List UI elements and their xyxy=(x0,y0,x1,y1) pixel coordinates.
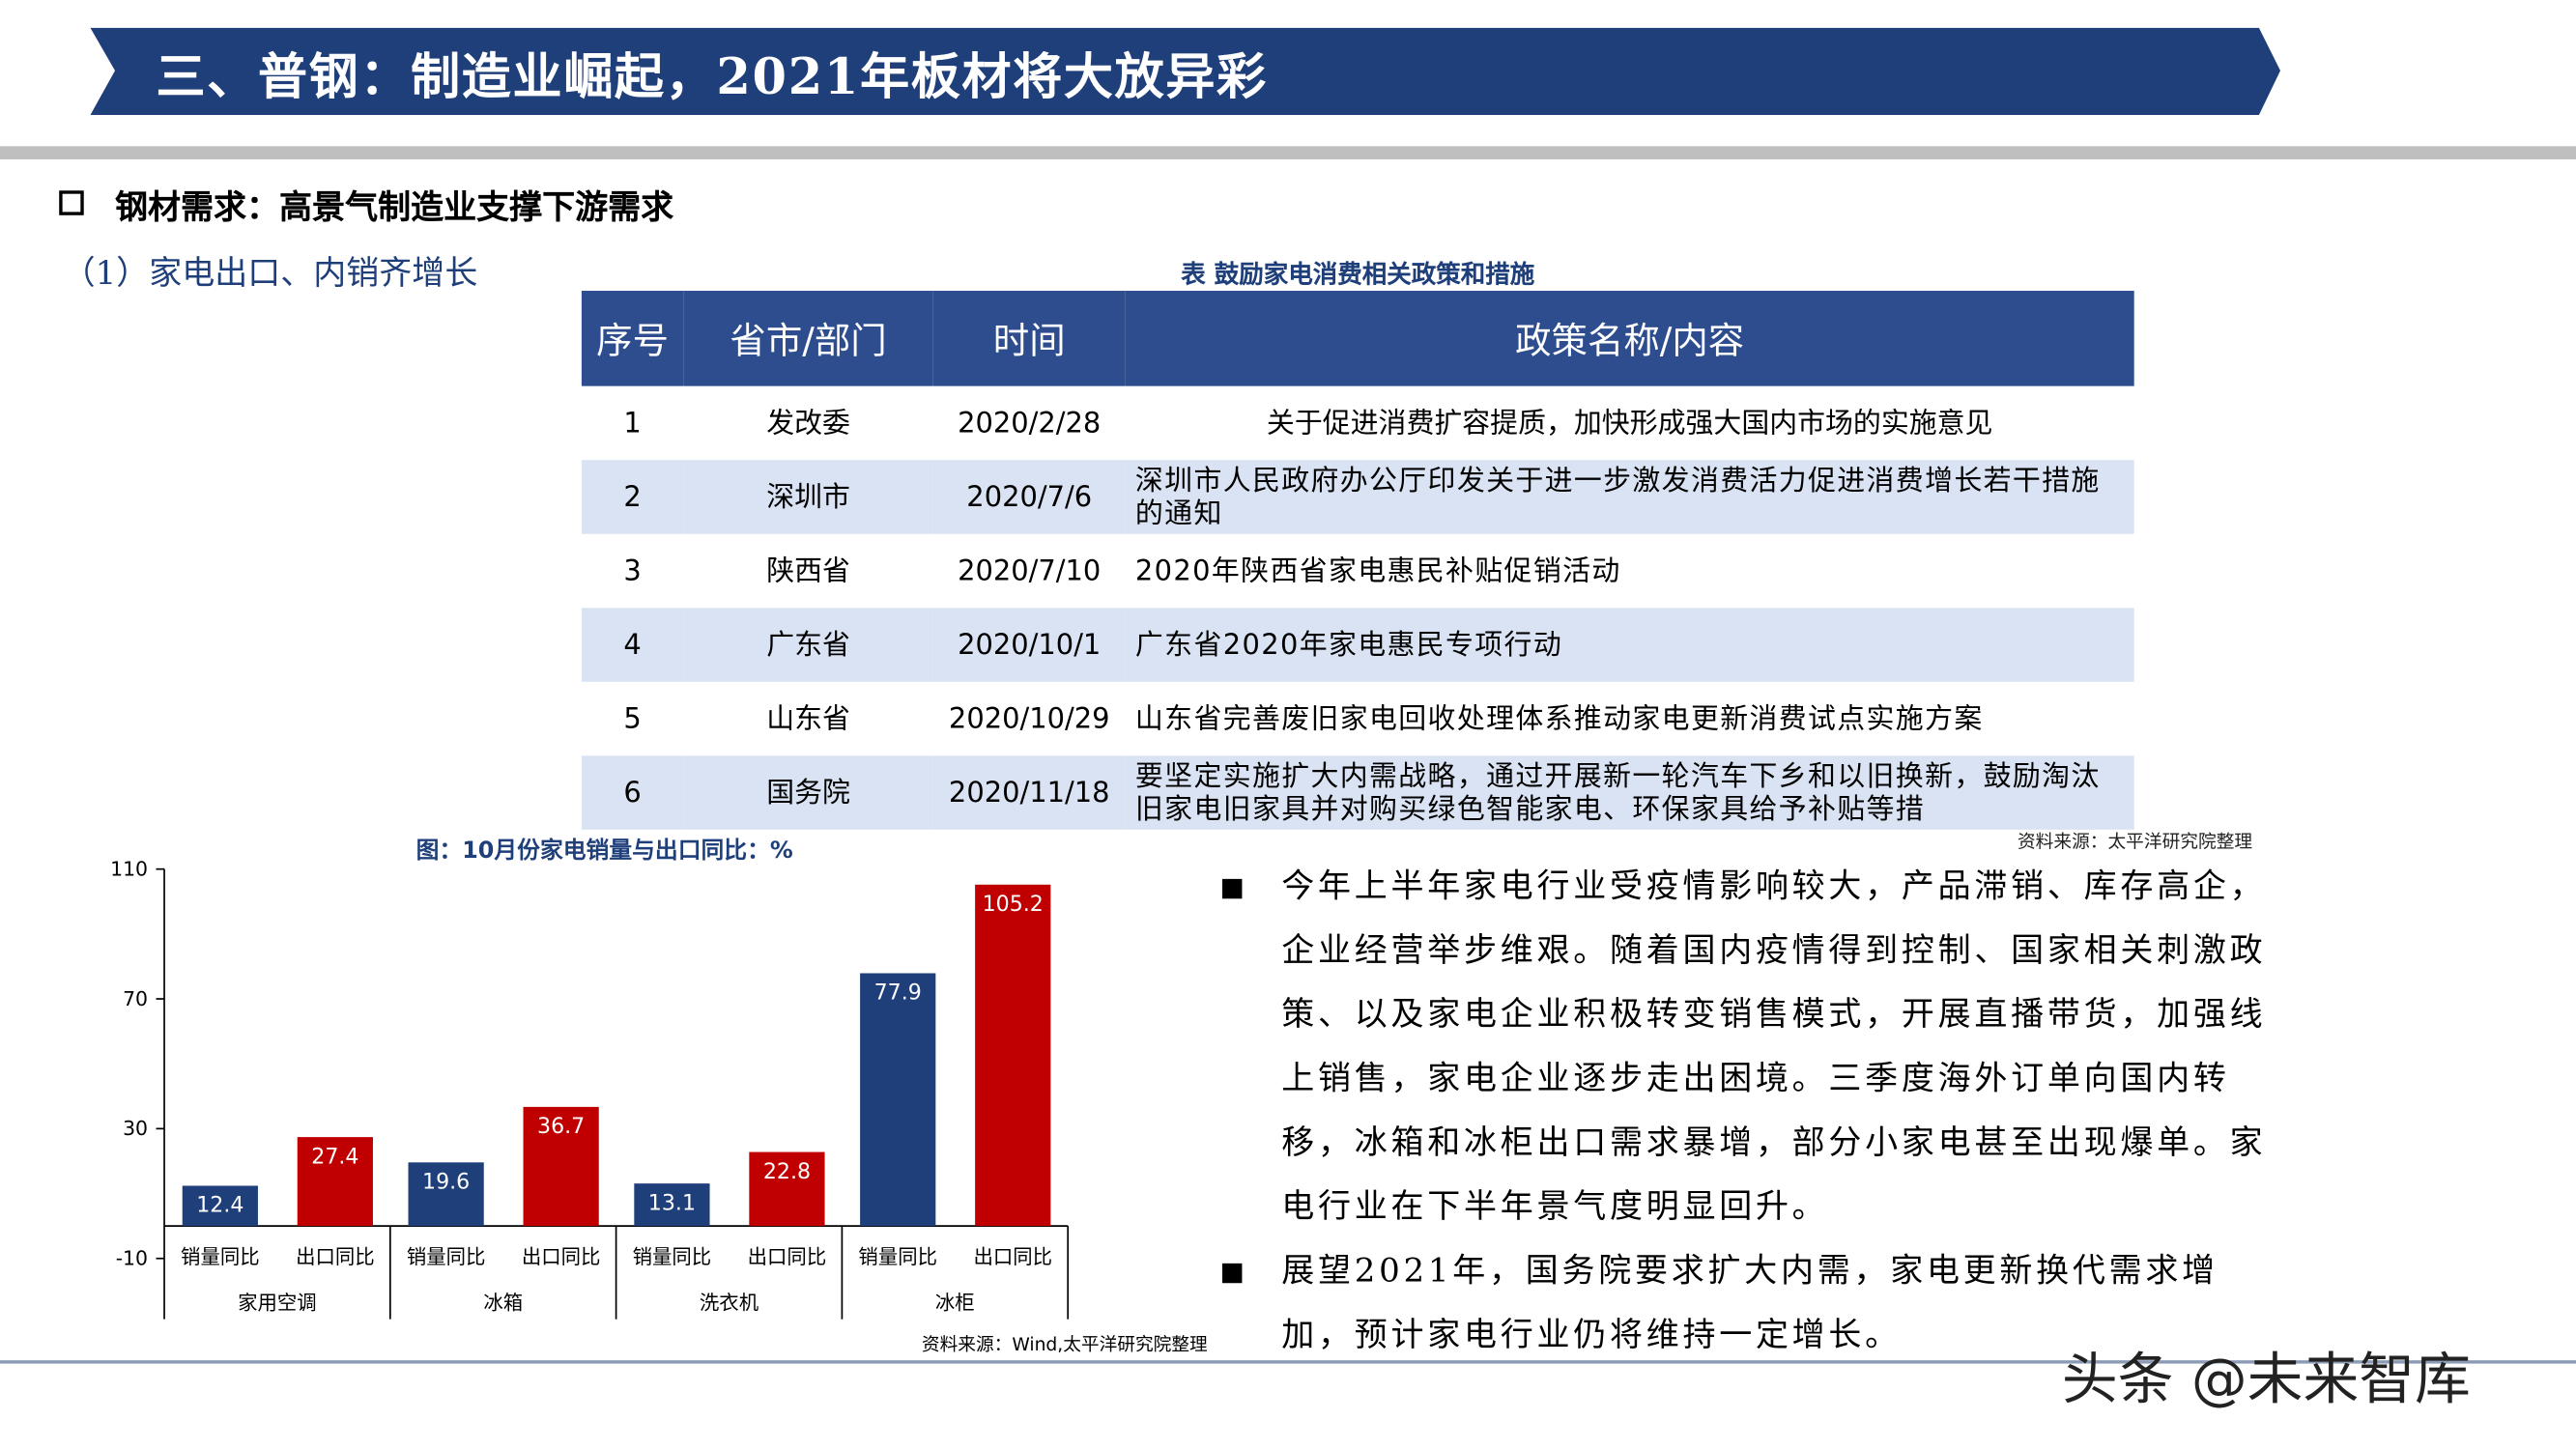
bullet: 今年上半年家电行业受疫情影响较大，产品滞销、库存高企，企业经营举步维艰。随着国内… xyxy=(1219,854,2271,1238)
bar xyxy=(975,884,1051,1227)
x-tick-label: 销量同比 xyxy=(633,1245,712,1268)
bar xyxy=(297,1137,373,1227)
table-cell: 5 xyxy=(623,702,642,736)
table-cell: 广东省 xyxy=(683,608,933,682)
bar xyxy=(860,973,936,1227)
table-cell: 关于促进消费扩容提质，加快形成强大国内市场的实施意见 xyxy=(1266,406,1993,440)
table-cell: 6 xyxy=(581,755,684,830)
y-tick-label: 110 xyxy=(110,857,148,880)
table-cell: 2020/7/10 xyxy=(958,554,1102,588)
value-label: 22.8 xyxy=(763,1159,811,1184)
table-cell: 深圳市人民政府办公厅印发关于进一步激发消费活力促进消费增长若干措施的通知 xyxy=(1125,460,2134,534)
x-group-label: 洗衣机 xyxy=(700,1291,758,1314)
table-cell: 山东省 xyxy=(766,702,850,736)
bullets: 今年上半年家电行业受疫情影响较大，产品滞销、库存高企，企业经营举步维艰。随着国内… xyxy=(1219,854,2271,1367)
section: 钢材需求：高景气制造业支撑下游需求 xyxy=(115,186,674,227)
top-rule xyxy=(0,146,2576,159)
table-row: 4 广东省 2020/10/1 广东省2020年家电惠民专项行动 xyxy=(581,608,2134,682)
table-row: 6 国务院 2020/11/18 要坚定实施扩大内需战略，通过开展新一轮汽车下乡和以旧… xyxy=(581,755,2134,830)
table-row: 5 山东省 2020/10/29 山东省完善废旧家电回收处理体系推动家电更新消费试点实… xyxy=(582,682,2134,756)
table-cell: 2020/10/29 xyxy=(948,702,1110,736)
x-tick-label: 出口同比 xyxy=(748,1245,827,1268)
watermark: 头条 @未来智库 xyxy=(2061,1347,2471,1413)
title: 三、普钢：制造业崛起，2021年板材将大放异彩 xyxy=(156,49,1268,107)
table-cell: 深圳市 xyxy=(683,460,933,534)
bar xyxy=(523,1106,599,1227)
y-tick-label: -10 xyxy=(116,1247,148,1270)
x-tick-label: 销量同比 xyxy=(181,1245,260,1268)
table-cell: 广东省2020年家电惠民专项行动 xyxy=(1125,608,2134,682)
x-tick-label: 出口同比 xyxy=(522,1245,601,1268)
chart-title: 图：10月份家电销量与出口同比：% xyxy=(416,837,793,864)
y-tick-label: 70 xyxy=(123,987,148,1010)
bar xyxy=(749,1151,825,1227)
bottom-rule xyxy=(0,1360,2576,1364)
table-cell: 国务院 xyxy=(683,755,933,830)
table-cell: 陕西省 xyxy=(766,554,850,588)
value-label: 13.1 xyxy=(648,1190,696,1215)
table-row: 1 发改委 2020/2/28 关于促进消费扩容提质，加快形成强大国内市场的实施意见 xyxy=(582,386,2134,461)
table-cell: 山东省完善废旧家电回收处理体系推动家电更新消费试点实施方案 xyxy=(1134,702,1984,736)
column-header: 时间 xyxy=(932,291,1126,386)
value-label: 105.2 xyxy=(983,892,1044,917)
x-tick-label: 销量同比 xyxy=(858,1245,937,1268)
value-label: 19.6 xyxy=(422,1170,470,1195)
x-group-label: 冰箱 xyxy=(483,1291,523,1314)
title-banner xyxy=(90,27,2281,116)
bar xyxy=(408,1162,484,1227)
x-group-label: 冰柜 xyxy=(935,1291,975,1314)
value-label: 12.4 xyxy=(196,1193,243,1218)
value-label: 27.4 xyxy=(311,1144,358,1169)
table-cell: 2020/11/18 xyxy=(932,755,1126,830)
table-cell: 2 xyxy=(581,460,684,534)
table-cell: 发改委 xyxy=(766,406,850,440)
table-cell: 2020/2/28 xyxy=(958,406,1102,440)
table-cell: 要坚定实施扩大内需战略，通过开展新一轮汽车下乡和以旧换新，鼓励淘汰旧家电旧家具并… xyxy=(1125,755,2134,830)
column-header: 序号 xyxy=(581,291,684,386)
bullet: 展望2021年，国务院要求扩大内需，家电更新换代需求增加，预计家电行业仍将维持一… xyxy=(1219,1238,2271,1367)
table-caption: 表 鼓励家电消费相关政策和措施 xyxy=(1181,259,1535,290)
table-cell: 2020/7/6 xyxy=(932,460,1126,534)
table-row: 2 深圳市 2020/7/6 深圳市人民政府办公厅印发关于进一步激发消费活力促进消费增… xyxy=(581,460,2134,534)
table-cell: 2020/10/1 xyxy=(932,608,1126,682)
table-cell: 1 xyxy=(623,406,642,440)
table-cell: 4 xyxy=(581,608,684,682)
table-source: 资料来源：太平洋研究院整理 xyxy=(2017,831,2253,853)
table-cell: 3 xyxy=(623,554,642,588)
column-header: 省市/部门 xyxy=(683,291,933,386)
x-tick-label: 销量同比 xyxy=(407,1245,486,1268)
policy-table: 序号 省市/部门 时间 政策名称/内容 1 发改委 2020/2/28 关于促进消费扩容提质，… xyxy=(581,291,2134,830)
checkbox-icon xyxy=(59,190,84,215)
subsection: （1）家电出口、内销齐增长 xyxy=(62,252,478,293)
chart: 图：10月份家电销量与出口同比：% 资料来源：Wind,太平洋研究院整理 -10… xyxy=(110,837,1208,1355)
column-header: 政策名称/内容 xyxy=(1125,291,2134,386)
value-label: 36.7 xyxy=(537,1114,585,1139)
chart-source: 资料来源：Wind,太平洋研究院整理 xyxy=(922,1335,1208,1355)
table-cell: 2020年陕西省家电惠民补贴促销活动 xyxy=(1134,554,1621,588)
x-group-label: 家用空调 xyxy=(238,1291,317,1314)
x-tick-label: 出口同比 xyxy=(296,1245,375,1268)
x-tick-label: 出口同比 xyxy=(973,1245,1052,1268)
bar xyxy=(634,1183,710,1227)
bar xyxy=(182,1185,258,1227)
table-row: 3 陕西省 2020/7/10 2020年陕西省家电惠民补贴促销活动 xyxy=(582,534,2134,609)
value-label: 77.9 xyxy=(874,980,922,1006)
y-tick-label: 30 xyxy=(123,1117,148,1140)
